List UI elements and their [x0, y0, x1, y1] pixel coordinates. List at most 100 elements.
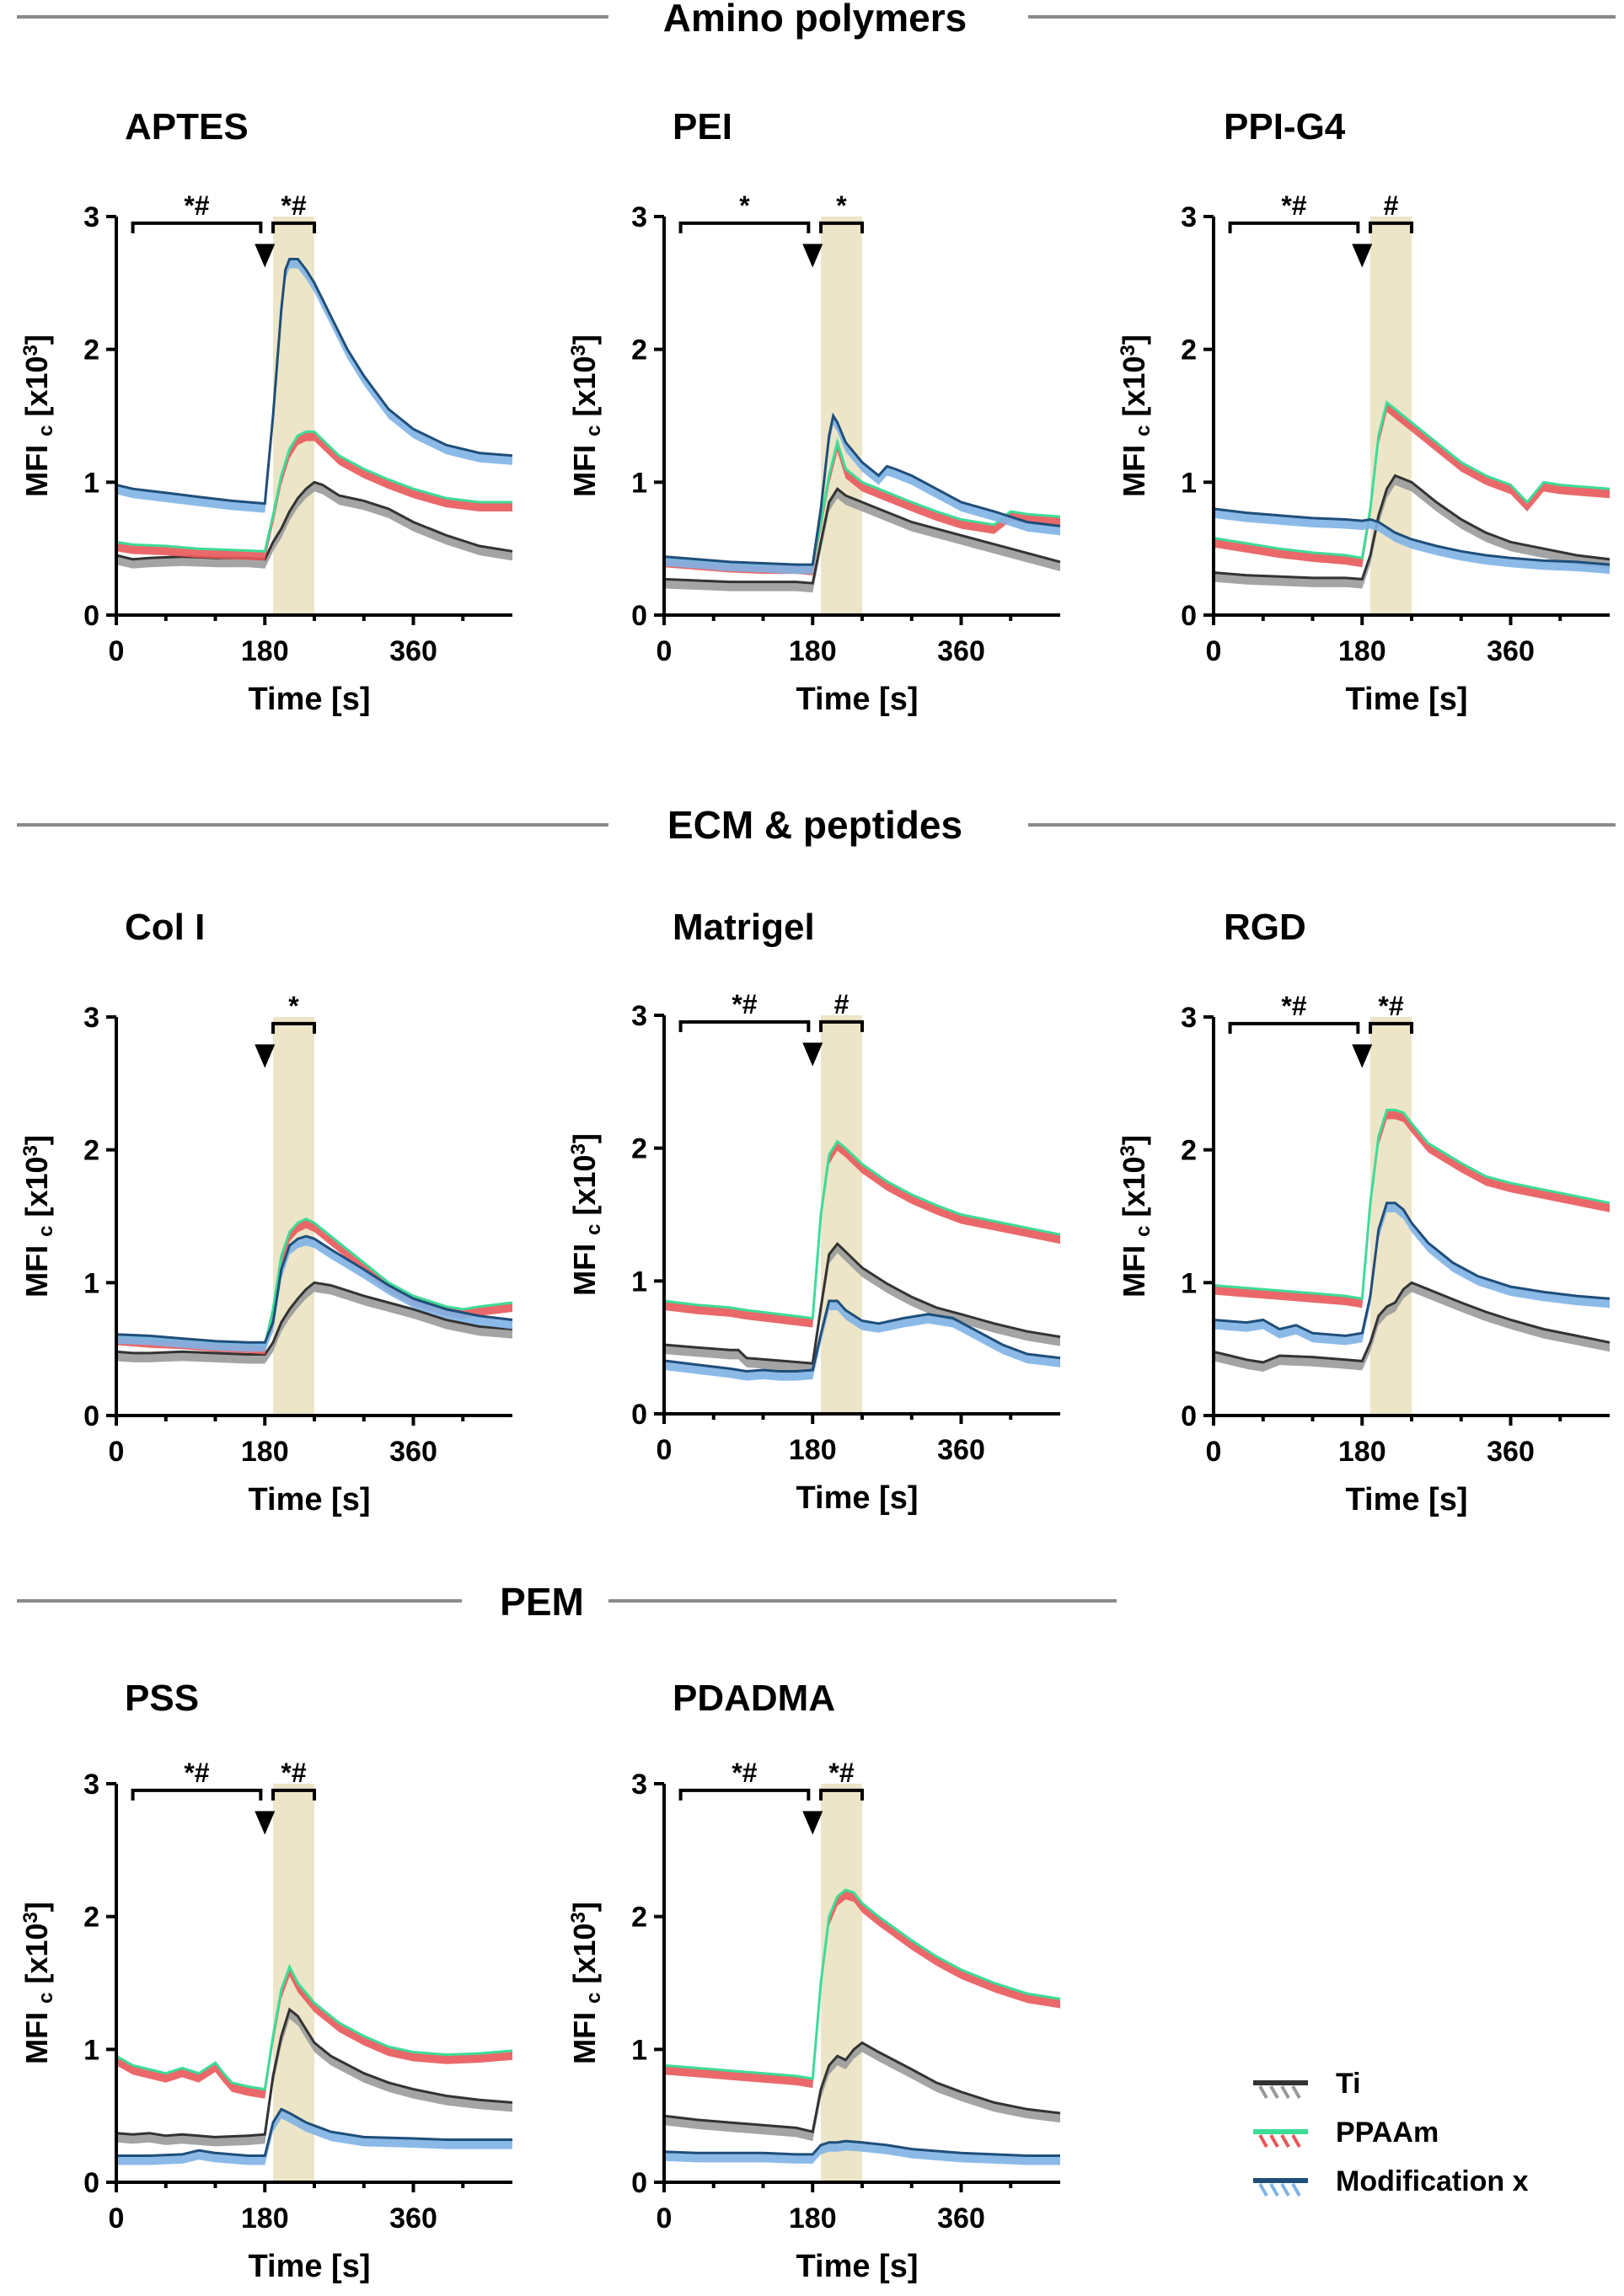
y-axis-label-part: ]: [19, 334, 54, 345]
significance-label-peak: *#: [281, 1758, 306, 1788]
y-tick-label: 1: [631, 1266, 647, 1298]
y-tick-label: 0: [83, 1400, 99, 1432]
series-line-ti: [663, 1241, 1061, 1365]
significance-label-baseline: *#: [184, 190, 209, 221]
stimulus-arrow: [802, 1811, 823, 1835]
y-tick-label: 2: [83, 1902, 99, 1934]
y-tick-label: 3: [83, 1002, 99, 1034]
y-tick-label: 1: [631, 467, 647, 499]
x-tick-label: 360: [937, 2202, 985, 2234]
series-band-ppaam: [664, 1141, 1060, 1328]
y-axis-label-part: [x10: [1117, 1156, 1151, 1225]
legend-item-modification: Modification x: [1253, 2165, 1529, 2197]
y-tick-label: 3: [1181, 201, 1197, 233]
significance-bracket-peak: [819, 1788, 864, 1801]
x-tick-label: 360: [937, 1434, 985, 1466]
y-axis-label-part: [x10: [1117, 356, 1151, 425]
significance-label-baseline: *: [739, 190, 750, 221]
y-axis-label: MFI c [x103]: [567, 334, 605, 497]
x-tick-label: 360: [937, 635, 985, 667]
y-tick-label: 3: [1181, 1002, 1197, 1034]
legend-swatch-hatch: [1258, 2134, 1301, 2148]
significance-label-peak: *#: [1378, 991, 1403, 1021]
section-header-amino: Amino polymers: [17, 0, 1616, 40]
x-tick-label: 180: [789, 1434, 837, 1466]
series-band-modification-x: [664, 1301, 1060, 1381]
significance-bracket-peak: [271, 221, 316, 233]
series-band-ti: [116, 1282, 512, 1364]
significance-bracket-peak: [271, 1021, 316, 1034]
series-band-ti: [664, 1244, 1060, 1373]
series-line-ppaam: [115, 1963, 513, 2091]
y-axis-label-part: 3: [1117, 1145, 1139, 1156]
y-axis-label: MFI c [x103]: [567, 1902, 605, 2064]
significance-bracket-baseline: [678, 221, 811, 233]
y-axis-label-part: ]: [1117, 1135, 1151, 1145]
significance-label-baseline: *#: [184, 1758, 209, 1788]
y-tick-label: 3: [83, 1769, 99, 1801]
series-band-modification-x: [116, 1236, 512, 1352]
y-axis-label-part: ]: [567, 1133, 602, 1143]
y-axis-label-part: c: [582, 425, 605, 436]
stimulus-window: [273, 217, 314, 615]
y-axis-label-part: [x10: [19, 356, 54, 425]
x-tick-label: 180: [1338, 635, 1386, 667]
significance-bracket-baseline: [131, 1788, 263, 1801]
significance-bracket-baseline: [678, 1020, 811, 1032]
section-header-ecm: ECM & peptides: [17, 803, 1616, 847]
y-tick-label: 0: [631, 600, 647, 632]
series-line-modification-x: [663, 2139, 1060, 2157]
significance-bracket-peak: [819, 221, 864, 233]
x-tick-label: 180: [789, 2202, 837, 2234]
y-axis-label-part: MFI: [567, 2004, 602, 2064]
significance-bracket-peak: [1369, 221, 1413, 233]
series-line-modification-x: [1213, 1202, 1611, 1337]
panel-title: Col I: [125, 907, 205, 948]
x-tick-label: 180: [241, 1436, 289, 1468]
series-band-ti: [1214, 475, 1610, 589]
y-axis-label-part: c: [35, 1993, 57, 2004]
y-tick-label: 1: [1181, 1267, 1197, 1299]
stimulus-arrow: [1352, 244, 1373, 268]
section-header-pem: PEM: [17, 1580, 1117, 1624]
stimulus-arrow: [255, 1044, 276, 1068]
x-tick-label: 360: [1487, 1436, 1535, 1468]
x-axis-label: Time [s]: [796, 682, 918, 717]
y-axis-label-part: [x10: [19, 1156, 54, 1225]
significance-label-peak: #: [1384, 190, 1399, 221]
legend-item-ppaam: PPAAm: [1253, 2117, 1439, 2149]
x-axis-label: Time [s]: [796, 2249, 918, 2284]
y-axis-label-part: c: [1132, 1226, 1155, 1237]
stimulus-arrow: [802, 1042, 823, 1067]
x-tick-label: 0: [657, 1434, 673, 1466]
x-tick-label: 0: [657, 2202, 673, 2234]
significance-bracket-baseline: [1228, 1021, 1360, 1034]
y-axis-label-part: 3: [567, 1912, 590, 1923]
y-axis-label-part: MFI: [1117, 436, 1151, 497]
stimulus-window: [1370, 217, 1412, 615]
series-line-modification-x: [663, 412, 1061, 566]
section-title: PEM: [500, 1580, 584, 1624]
y-axis-label-part: MFI: [19, 2004, 54, 2064]
significance-label-peak: *: [836, 190, 847, 221]
significance-bracket-baseline: [1228, 221, 1360, 233]
y-axis-label-part: [x10: [567, 1923, 602, 1992]
y-tick-label: 2: [631, 1133, 647, 1165]
series-line-modification-x: [1213, 507, 1611, 566]
y-axis-label-part: c: [582, 1993, 605, 2004]
y-tick-label: 3: [631, 1000, 647, 1032]
series-line-ti: [663, 2041, 1061, 2133]
y-axis-label: MFI c [x103]: [19, 1902, 57, 2064]
y-axis-label-part: MFI: [567, 1235, 602, 1296]
x-tick-label: 180: [789, 635, 837, 667]
series-line-modification-x: [663, 1299, 1061, 1373]
panel-title: Matrigel: [673, 907, 815, 948]
stimulus-arrow: [255, 1811, 276, 1835]
x-tick-label: 360: [389, 2202, 437, 2234]
